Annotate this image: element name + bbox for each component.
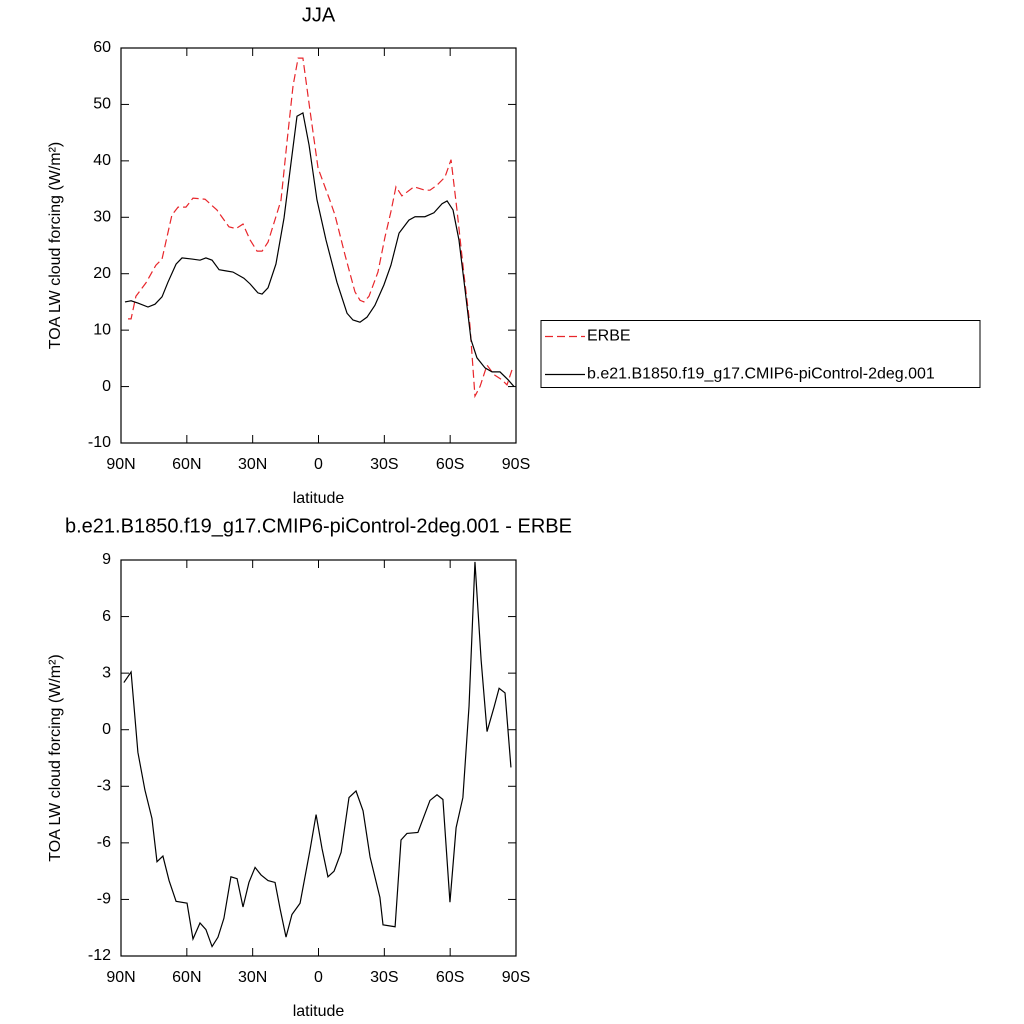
data-line	[123, 561, 512, 948]
x-tick-label: 90S	[502, 969, 530, 986]
x-axis-label: latitude	[293, 1003, 345, 1020]
y-tick-label: -9	[97, 891, 111, 908]
plot-frame	[120, 559, 517, 957]
data-line	[128, 57, 513, 399]
y-tick-label: 20	[93, 265, 111, 282]
x-tick-label: 90N	[106, 456, 135, 473]
y-tick-label: -3	[97, 778, 111, 795]
legend-box	[540, 320, 981, 388]
y-tick-label: -6	[97, 834, 111, 851]
x-tick-label: 60N	[172, 969, 201, 986]
x-tick-label: 0	[314, 456, 323, 473]
x-tick-label: 90N	[106, 969, 135, 986]
x-axis-label: latitude	[293, 490, 345, 507]
x-tick-label: 90S	[502, 456, 530, 473]
x-tick-label: 60S	[436, 969, 464, 986]
x-tick-label: 30S	[370, 456, 398, 473]
y-axis-label: TOA LW cloud forcing (W/m²)	[47, 654, 64, 861]
y-tick-label: 40	[93, 152, 111, 169]
y-tick-label: 10	[93, 321, 111, 338]
y-tick-label: 30	[93, 209, 111, 226]
y-tick-label: -12	[88, 947, 111, 964]
legend-label: ERBE	[587, 328, 631, 345]
y-tick-label: 50	[93, 96, 111, 113]
y-tick-label: -10	[88, 434, 111, 451]
y-axis-label: TOA LW cloud forcing (W/m²)	[47, 142, 64, 349]
y-tick-label: 0	[102, 721, 111, 738]
y-tick-label: 3	[102, 664, 111, 681]
x-tick-label: 30S	[370, 969, 398, 986]
plot-frame	[120, 47, 517, 444]
y-tick-label: 9	[102, 551, 111, 568]
x-tick-label: 30N	[238, 969, 267, 986]
y-tick-label: 0	[102, 378, 111, 395]
chart-title: b.e21.B1850.f19_g17.CMIP6-piControl-2deg…	[65, 515, 572, 537]
chart-title: JJA	[302, 4, 336, 26]
y-tick-label: 60	[93, 39, 111, 56]
data-line	[124, 111, 515, 387]
x-tick-label: 60S	[436, 456, 464, 473]
x-tick-label: 30N	[238, 456, 267, 473]
y-tick-label: 6	[102, 608, 111, 625]
x-tick-label: 60N	[172, 456, 201, 473]
legend-label: b.e21.B1850.f19_g17.CMIP6-piControl-2deg…	[587, 366, 935, 383]
x-tick-label: 0	[314, 969, 323, 986]
